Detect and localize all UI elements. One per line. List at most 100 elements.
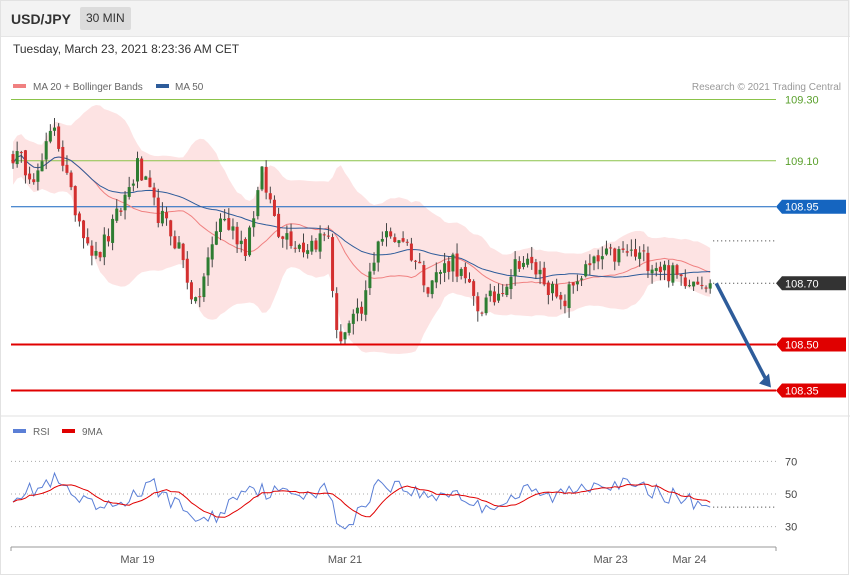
- legend-rsi: RSI: [33, 427, 50, 438]
- candle: [102, 234, 106, 258]
- candle: [613, 248, 617, 262]
- candle: [426, 287, 430, 294]
- candle: [32, 179, 36, 183]
- legend-ma50: MA 50: [175, 82, 204, 93]
- candle: [526, 258, 530, 265]
- candle: [57, 126, 61, 149]
- candle: [181, 243, 185, 261]
- candle: [98, 251, 102, 258]
- x-tick-label: Mar 19: [120, 554, 154, 566]
- candle: [335, 293, 339, 330]
- candle: [393, 237, 397, 242]
- candle: [94, 250, 98, 256]
- candle: [472, 281, 476, 296]
- forecast-arrow: [714, 282, 769, 383]
- candle: [272, 199, 276, 216]
- x-tick-label: Mar 21: [328, 554, 362, 566]
- candle: [169, 220, 173, 237]
- candle: [530, 256, 534, 264]
- candle: [36, 170, 40, 182]
- candle: [497, 293, 501, 301]
- candle: [165, 212, 169, 219]
- candle: [368, 271, 372, 289]
- candle: [185, 258, 189, 283]
- candle: [459, 269, 463, 276]
- rsi-ma-line: [12, 483, 711, 518]
- legend-swatch-ma20: [13, 84, 26, 88]
- candle: [347, 323, 351, 333]
- x-tick-label: Mar 24: [672, 554, 706, 566]
- candle: [376, 241, 380, 263]
- candle: [559, 295, 563, 300]
- candle: [82, 220, 86, 239]
- candle: [538, 269, 542, 275]
- candle: [322, 234, 326, 236]
- candle: [692, 281, 696, 287]
- candle: [521, 262, 525, 267]
- candle: [385, 231, 388, 238]
- timeframe-button[interactable]: 30 MIN: [80, 7, 131, 30]
- candle: [646, 252, 650, 271]
- candle: [642, 250, 646, 252]
- last-price-tag: [776, 276, 846, 291]
- rsi-line: [12, 471, 711, 530]
- candle: [202, 276, 206, 298]
- pivot-tag: [776, 199, 846, 214]
- candle: [48, 130, 52, 142]
- candle: [501, 293, 505, 295]
- candle: [173, 236, 177, 249]
- resistance-label: 109.10: [785, 156, 819, 168]
- legend-swatch-rsi: [13, 429, 26, 433]
- candle: [136, 158, 139, 182]
- candle: [53, 127, 56, 131]
- resistance-label: 109.30: [785, 95, 819, 107]
- candle: [11, 154, 15, 164]
- candle: [488, 290, 492, 297]
- candle: [111, 218, 115, 243]
- candle: [326, 235, 330, 237]
- candle: [23, 150, 27, 176]
- candle: [658, 266, 662, 273]
- candle: [617, 249, 621, 263]
- candle: [15, 151, 19, 165]
- candle: [77, 213, 81, 222]
- candle: [152, 187, 156, 198]
- candle: [476, 296, 480, 312]
- candle: [654, 268, 658, 271]
- candle: [256, 190, 260, 217]
- candle: [277, 213, 281, 237]
- credit-text: Research © 2021 Trading Central: [692, 82, 841, 93]
- candle: [667, 265, 671, 282]
- candle: [252, 218, 256, 228]
- candle: [696, 281, 700, 285]
- top-bar: USD/JPY 30 MIN: [0, 0, 850, 37]
- candle: [115, 208, 119, 221]
- candle: [302, 242, 305, 253]
- candle: [297, 244, 301, 249]
- candle: [148, 177, 152, 188]
- candle: [380, 238, 384, 242]
- candle: [389, 231, 393, 237]
- candle: [106, 236, 110, 242]
- candle: [289, 231, 293, 246]
- candle: [600, 256, 604, 260]
- candle: [438, 271, 442, 274]
- candle: [239, 240, 243, 245]
- candle: [264, 166, 268, 193]
- candle: [629, 249, 633, 251]
- candle: [214, 231, 218, 245]
- pivot-label: 108.95: [785, 202, 819, 214]
- candle: [484, 297, 488, 314]
- candle: [534, 262, 538, 275]
- support-tag: [776, 337, 846, 352]
- candle: [592, 256, 596, 264]
- candle: [123, 194, 127, 211]
- candle: [339, 331, 343, 342]
- candle: [571, 282, 575, 286]
- candle: [177, 242, 181, 249]
- legend-rsi-ma: 9MA: [82, 427, 103, 438]
- candle: [235, 226, 239, 245]
- candle: [604, 248, 608, 255]
- candle: [401, 238, 405, 242]
- candle: [189, 282, 193, 300]
